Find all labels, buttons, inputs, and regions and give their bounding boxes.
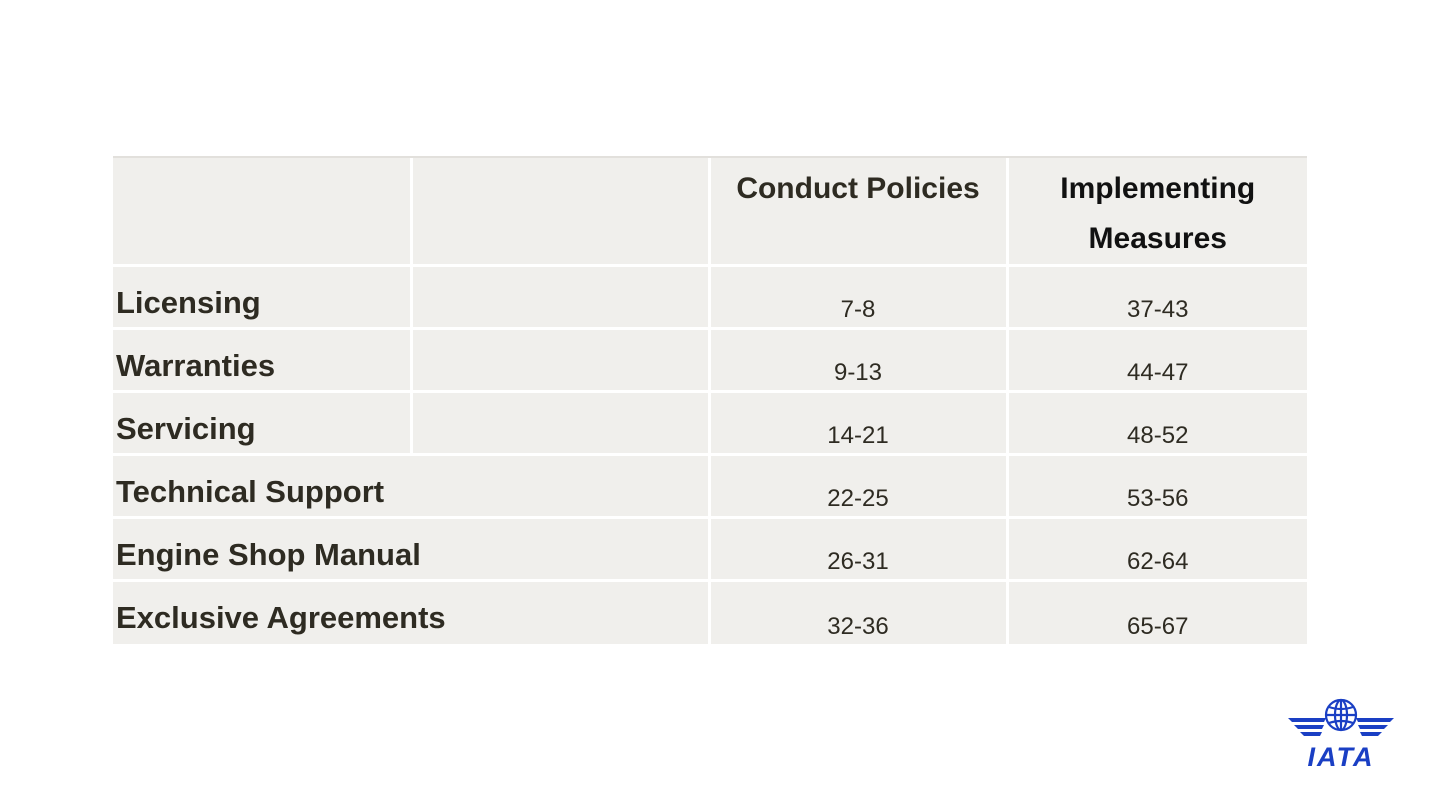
implementing-value: 53-56 [1005, 453, 1307, 519]
header-implementing-measures-text: Implementing Measures [1060, 172, 1256, 255]
row-label-text: Engine Shop Manual [116, 537, 421, 572]
row-label-exclusive-agreements: Exclusive Agreements [113, 579, 711, 644]
implementing-value: 62-64 [1005, 516, 1307, 582]
table-row: Exclusive Agreements 32-36 65-67 [113, 579, 1307, 644]
policy-table: Conduct Policies Implementing Measures L… [113, 158, 1307, 644]
row-label-text: Exclusive Agreements [116, 600, 446, 635]
implementing-value: 65-67 [1005, 579, 1307, 644]
iata-logo: IATA [1286, 696, 1396, 772]
row-label-servicing: Servicing [113, 390, 413, 456]
implementing-value: 48-52 [1005, 390, 1307, 456]
row-empty-cell [409, 390, 711, 456]
conduct-value: 9-13 [707, 327, 1009, 393]
table-row: Warranties 9-13 44-47 [113, 327, 1307, 393]
row-label-text: Licensing [116, 285, 261, 320]
conduct-value: 7-8 [707, 264, 1009, 330]
row-label-text: Servicing [116, 411, 256, 446]
implementing-value: 37-43 [1005, 264, 1307, 330]
globe-wings-icon: IATA [1288, 698, 1394, 772]
conduct-value: 14-21 [707, 390, 1009, 456]
row-label-text: Technical Support [116, 474, 385, 509]
table-row: Engine Shop Manual 26-31 62-64 [113, 516, 1307, 582]
header-implementing-measures: Implementing Measures [1005, 158, 1307, 267]
header-conduct-policies: Conduct Policies [707, 158, 1009, 267]
conduct-value: 26-31 [707, 516, 1009, 582]
conduct-value: 22-25 [707, 453, 1009, 519]
row-empty-cell [409, 327, 711, 393]
table-row: Servicing 14-21 48-52 [113, 390, 1307, 456]
row-label-text: Warranties [116, 348, 276, 383]
conduct-value: 32-36 [707, 579, 1009, 644]
header-cell-empty-1 [113, 158, 413, 267]
row-empty-cell [409, 264, 711, 330]
row-label-warranties: Warranties [113, 327, 413, 393]
table-row: Licensing 7-8 37-43 [113, 264, 1307, 330]
implementing-value: 44-47 [1005, 327, 1307, 393]
policy-table-container: Conduct Policies Implementing Measures L… [113, 156, 1307, 644]
row-label-technical-support: Technical Support [113, 453, 711, 519]
table-header-row: Conduct Policies Implementing Measures [113, 158, 1307, 267]
logo-text: IATA [1308, 742, 1375, 768]
table-row: Technical Support 22-25 53-56 [113, 453, 1307, 519]
row-label-licensing: Licensing [113, 264, 413, 330]
row-label-engine-shop-manual: Engine Shop Manual [113, 516, 711, 582]
header-cell-empty-2 [409, 158, 711, 267]
